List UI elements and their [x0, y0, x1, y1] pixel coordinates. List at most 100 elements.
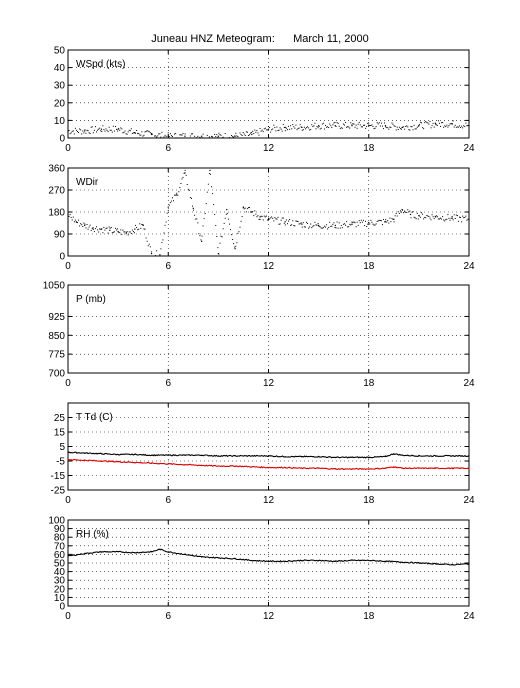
- scatter-dot: [133, 232, 135, 234]
- scatter-dot: [71, 130, 73, 132]
- scatter-dot: [117, 228, 119, 230]
- scatter-dot: [268, 126, 269, 128]
- scatter-dot: [361, 221, 363, 223]
- scatter-dot: [310, 223, 312, 225]
- scatter-dot: [81, 133, 83, 135]
- scatter-dot: [154, 135, 156, 137]
- scatter-dot: [419, 216, 421, 218]
- scatter-dot: [233, 136, 235, 138]
- data-point: [234, 248, 236, 250]
- scatter-dot: [137, 132, 139, 134]
- scatter-dot: [254, 129, 256, 131]
- x-tick-label: 0: [65, 143, 71, 154]
- scatter-dot: [226, 137, 228, 139]
- scatter-dot: [253, 215, 255, 217]
- scatter-dot: [217, 136, 219, 138]
- scatter-dot: [440, 217, 442, 219]
- scatter-dot: [178, 191, 180, 193]
- scatter-dot: [377, 123, 379, 125]
- scatter-dot: [406, 211, 408, 213]
- scatter-dot: [278, 129, 280, 131]
- scatter-dot: [250, 132, 252, 134]
- data-point: [201, 240, 203, 242]
- scatter-dot: [76, 131, 78, 133]
- scatter-dot: [166, 137, 168, 139]
- scatter-dot: [443, 219, 445, 221]
- data-point: [184, 464, 186, 466]
- scatter-dot: [73, 221, 75, 223]
- scatter-dot: [320, 227, 322, 229]
- scatter-dot: [446, 124, 448, 126]
- data-point: [100, 551, 103, 553]
- scatter-dot: [174, 133, 176, 135]
- scatter-dot: [251, 211, 253, 213]
- scatter-dot: [158, 133, 160, 135]
- scatter-dot: [127, 234, 129, 236]
- scatter-dot: [270, 217, 272, 219]
- scatter-dot: [84, 223, 86, 225]
- scatter-dot: [350, 224, 352, 226]
- scatter-dot: [218, 253, 220, 255]
- scatter-dot: [348, 126, 350, 128]
- scatter-dot: [403, 212, 405, 214]
- scatter-dot: [171, 135, 173, 137]
- scatter-dot: [409, 210, 411, 212]
- scatter-dot: [98, 128, 100, 130]
- scatter-dot: [304, 226, 306, 228]
- y-tick-label: 180: [48, 208, 65, 219]
- data-point: [150, 252, 153, 255]
- scatter-dot: [121, 233, 123, 235]
- scatter-dot: [357, 123, 359, 125]
- scatter-dot: [339, 128, 341, 130]
- data-point: [251, 133, 253, 136]
- scatter-dot: [398, 126, 400, 128]
- scatter-dot: [450, 123, 452, 125]
- scatter-dot: [303, 226, 305, 228]
- scatter-dot: [137, 229, 139, 231]
- scatter-dot: [342, 123, 344, 125]
- scatter-dot: [368, 221, 370, 223]
- scatter-dot: [157, 255, 159, 257]
- scatter-dot: [162, 239, 164, 241]
- scatter-dot: [350, 122, 352, 124]
- scatter-dot: [228, 137, 230, 139]
- scatter-dot: [432, 122, 434, 124]
- scatter-dot: [410, 217, 412, 219]
- scatter-dot: [204, 137, 206, 139]
- scatter-dot: [447, 214, 449, 216]
- scatter-dot: [354, 126, 356, 128]
- scatter-dot: [463, 125, 465, 127]
- scatter-dot: [315, 128, 317, 130]
- scatter-dot: [106, 227, 108, 229]
- scatter-dot: [142, 224, 144, 226]
- scatter-dot: [78, 219, 80, 221]
- data-point: [418, 215, 420, 217]
- scatter-dot: [135, 132, 137, 134]
- scatter-dot: [383, 128, 385, 130]
- panel-label: T Td (C): [76, 412, 113, 423]
- data-point: [259, 216, 261, 218]
- scatter-dot: [244, 207, 246, 209]
- scatter-dot: [262, 131, 264, 133]
- data-point: [167, 454, 169, 456]
- scatter-dot: [78, 131, 80, 133]
- scatter-dot: [348, 226, 350, 228]
- scatter-dot: [260, 130, 262, 132]
- data-point: [418, 455, 420, 457]
- scatter-dot: [181, 134, 183, 136]
- scatter-dot: [85, 132, 87, 134]
- scatter-dot: [200, 137, 202, 139]
- scatter-dot: [108, 226, 110, 228]
- scatter-dot: [69, 133, 71, 135]
- scatter-dot: [437, 120, 439, 122]
- scatter-dot: [240, 133, 242, 135]
- scatter-dot: [95, 226, 97, 228]
- scatter-dot: [236, 242, 238, 244]
- scatter-dot: [299, 223, 301, 225]
- scatter-dot: [467, 124, 469, 126]
- scatter-dot: [453, 214, 455, 216]
- data-point: [67, 458, 69, 461]
- data-point: [84, 130, 86, 132]
- scatter-dot: [94, 126, 96, 128]
- y-tick-label: 25: [54, 413, 66, 424]
